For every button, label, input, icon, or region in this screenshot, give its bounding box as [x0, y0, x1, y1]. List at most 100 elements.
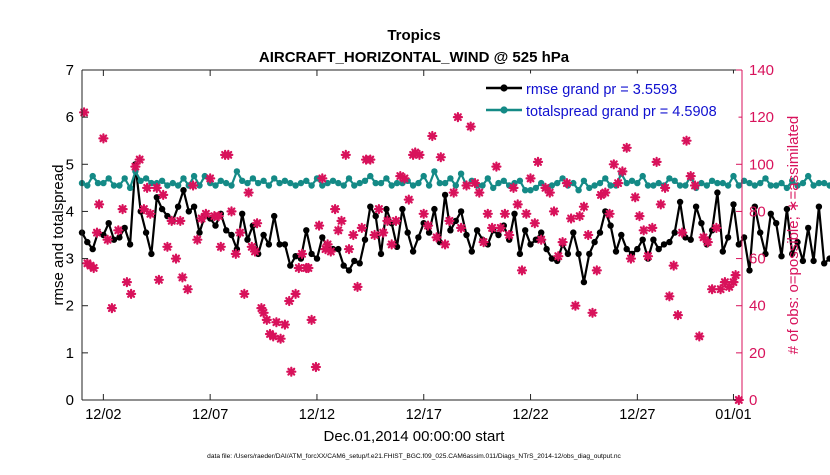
spread-point: [308, 182, 315, 189]
rmse-point: [308, 250, 315, 258]
spread-point: [271, 175, 278, 182]
spread-point: [142, 175, 150, 182]
spread-point: [826, 182, 830, 189]
obs-star-stroke: [374, 205, 383, 214]
obs-star-stroke: [183, 285, 192, 294]
rmse-point: [158, 205, 166, 213]
y-tick-label-right: 20: [749, 345, 766, 362]
obs-star-stroke: [522, 209, 531, 218]
obs-count-marker: [431, 232, 442, 243]
obs-count-marker: [625, 253, 637, 264]
spread-point: [714, 179, 721, 187]
obs-star-stroke: [280, 320, 289, 329]
spread-point: [121, 175, 128, 182]
obs-count-marker: [414, 149, 425, 160]
rmse-point: [265, 241, 273, 248]
obs-count-marker: [205, 173, 216, 184]
obs-star-stroke: [695, 332, 704, 341]
obs-count-marker: [113, 225, 124, 236]
spread-point: [516, 177, 524, 184]
obs-star-stroke: [131, 162, 140, 171]
rmse-point: [623, 245, 630, 253]
plot-area: [82, 70, 742, 400]
obs-count-marker: [651, 156, 662, 167]
obs-count-marker: [235, 227, 246, 238]
spread-point: [586, 184, 593, 192]
rmse-point: [356, 260, 363, 267]
obs-star-stroke: [533, 157, 543, 166]
spread-point: [356, 179, 363, 187]
obs-star-stroke: [729, 278, 738, 287]
obs-count-marker: [525, 173, 536, 184]
obs-count-marker: [192, 234, 203, 245]
y-tick-label-right: 0: [749, 392, 757, 409]
rmse-point: [532, 236, 540, 243]
rmse-point: [281, 241, 289, 248]
obs-star-stroke: [159, 190, 168, 199]
obs-star-stroke: [404, 195, 413, 204]
spread-point: [447, 175, 454, 182]
rmse-point: [660, 241, 668, 248]
obs-count-marker: [512, 199, 523, 210]
obs-star-stroke: [558, 238, 567, 247]
obs-count-marker: [275, 333, 286, 344]
obs-count-marker: [706, 284, 718, 295]
rmse-point: [805, 224, 812, 232]
y-tick-label-left: 1: [66, 345, 74, 362]
spread-point: [805, 172, 812, 180]
obs-count-marker: [642, 251, 654, 262]
spread-point: [623, 179, 630, 187]
obs-count-marker: [200, 208, 211, 219]
obs-count-marker: [125, 288, 137, 299]
spread-point: [644, 182, 652, 189]
obs-star-stroke: [466, 122, 475, 131]
x-tick-label: 12/12: [299, 407, 335, 423]
chart-subtitle: AIRCRAFT_HORIZONTAL_WIND @ 525 hPa: [259, 49, 570, 66]
obs-count-marker: [130, 161, 141, 172]
obs-count-marker: [343, 244, 355, 255]
footer-data-file: data file: /Users/raeder/DAI/ATM_forcXX/…: [207, 453, 621, 460]
obs-count-marker: [352, 281, 363, 292]
spread-point: [527, 187, 534, 194]
obs-count-marker: [422, 220, 434, 231]
spread-point: [340, 182, 347, 189]
obs-count-marker: [621, 142, 632, 153]
obs-count-marker: [230, 248, 241, 259]
rmse-point: [570, 229, 577, 236]
obs-count-marker: [516, 265, 528, 276]
obs-count-marker: [88, 262, 99, 274]
obs-star-stroke: [567, 214, 576, 223]
spread-point: [383, 175, 390, 182]
obs-count-marker: [390, 215, 402, 226]
rmse-point: [361, 236, 369, 243]
rmse-point: [757, 229, 764, 236]
rmse-point: [212, 222, 219, 229]
obs-star-stroke: [541, 183, 550, 192]
obs-count-marker: [177, 272, 188, 283]
spread-point: [607, 182, 614, 189]
spread-point: [329, 177, 337, 184]
obs-count-marker: [532, 156, 544, 167]
rmse-point: [692, 203, 700, 210]
obs-count-marker: [215, 241, 226, 252]
y-tick-label-left: 7: [66, 62, 74, 79]
obs-star-stroke: [103, 235, 112, 244]
obs-count-marker: [134, 154, 145, 165]
obs-star-stroke: [341, 150, 350, 159]
rmse-point: [724, 234, 732, 241]
obs-layer: [78, 107, 744, 406]
rmse-point: [511, 210, 518, 217]
rmse-point: [383, 205, 390, 213]
rmse-point: [580, 278, 588, 286]
obs-star-stroke: [505, 231, 514, 239]
obs-star-stroke: [334, 226, 343, 235]
obs-count-marker: [694, 331, 705, 342]
rmse-point: [612, 248, 620, 255]
obs-star-stroke: [224, 150, 233, 159]
obs-count-marker: [499, 208, 510, 219]
y-tick-label-left: 3: [66, 251, 74, 268]
obs-count-marker: [399, 173, 410, 184]
spread-point: [223, 179, 230, 187]
spread-point: [634, 179, 641, 187]
